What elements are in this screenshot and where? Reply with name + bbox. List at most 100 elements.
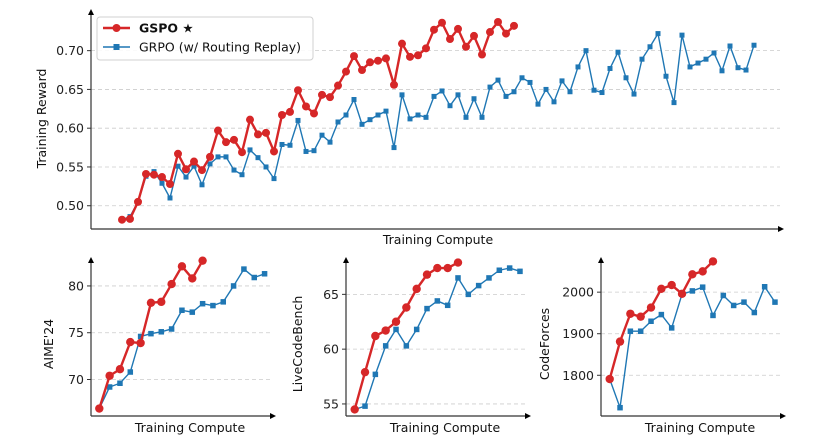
y-tick-labels: 0.50 0.55 0.60 0.65 0.70 [56,43,84,213]
grpo-point [663,73,669,79]
gspo-point [310,109,318,118]
grpo-point [455,92,461,98]
gspo-point [118,215,126,224]
grpo-point [679,32,685,38]
grpo-point [496,267,503,273]
grpo-point [413,326,420,333]
grpo-point [575,64,581,70]
legend-grpo-marker [113,44,120,50]
grpo-point [730,302,737,309]
gspo-point [286,107,294,116]
grpo-point [351,97,357,103]
grpo-point [230,283,237,289]
gspo-point [262,128,270,137]
y-axis-label: AIME'24 [41,319,56,369]
grpo-point [179,307,185,314]
grpo-point [415,112,421,118]
grpo-point [599,90,605,96]
series-lines [605,257,778,411]
grpo-point [423,114,429,120]
gspo-point [302,102,310,111]
gspo-point [390,80,398,89]
y-tick-label: 0.70 [56,43,84,58]
grpo-point [623,75,629,81]
grpo-point [617,404,623,411]
gspo-point [115,365,125,374]
axes [87,257,276,419]
grpo-point [519,75,525,81]
grpo-point [251,274,257,281]
grpo-point [263,164,269,170]
grpo-point [475,282,482,289]
grpo-point [220,299,227,305]
axes [342,257,531,419]
grpo-point [159,180,165,186]
series-lines [95,256,268,413]
gspo-point [677,289,687,299]
gspo-point [382,54,390,63]
grpo-point [517,268,523,275]
grpo-point [695,60,701,66]
gspo-point [198,256,207,265]
gspo-point [412,284,421,294]
gspo-point [708,257,718,266]
grpo-point [127,369,134,375]
grpo-point [639,56,645,62]
gspo-point [454,24,462,33]
gspo-point [254,130,262,139]
y-axis-label: CodeForces [537,308,552,380]
gspo-point [342,67,350,76]
gspo-point [182,165,190,174]
gspo-point [402,303,411,312]
gspo-point [371,331,380,341]
grpo-point [487,84,493,90]
gspo-point [646,303,656,312]
grpo-point [359,121,365,127]
axes [597,257,786,419]
gspo-point [246,115,254,124]
gspo-point [422,44,430,53]
grpo-point [403,343,410,349]
gspo-point [350,52,358,61]
gspo-point [438,18,446,27]
y-tick-label: 0.55 [56,159,84,174]
training-reward-chart: 0.50 0.55 0.60 0.65 0.70 Training Compute Tr… [34,9,784,247]
grpo-point [465,291,472,298]
grpo-point [434,298,441,304]
grpo-point [655,31,661,37]
y-tick-label: 0.50 [56,198,84,213]
grpo-point [455,275,461,281]
grpo-point [247,147,253,153]
gspo-point [391,317,401,326]
gspo-point [443,263,452,273]
gspo-point [222,138,230,147]
grpo-point [303,148,309,154]
grpo-point [727,43,733,49]
grpo-point [215,154,221,160]
grpo-point [761,284,768,290]
grpo-point [362,403,368,409]
grpo-point [137,333,144,340]
x-axis-label: Training Compute [382,232,494,247]
grpo-point [711,50,717,56]
gspo-point [470,31,478,40]
gspo-point [366,58,374,67]
grpo-point [279,141,285,147]
grpo-point [543,86,549,92]
y-axis-label: LiveCodeBench [290,296,305,393]
grpo-point [503,93,509,99]
gspo-point [698,267,707,276]
grpo-point [158,329,165,335]
grpo-point [668,325,675,331]
legend: GSPO ★ GRPO (w/ Routing Replay) [96,16,314,61]
grpo-point [658,311,665,318]
grpo-point [703,56,709,62]
grpo-point [383,108,389,114]
gspo-point [433,263,442,273]
grpo-point [287,142,293,148]
grpo-point [199,300,206,307]
livecodebench-chart: 55 60 65 Training Compute LiveCodeBench [290,257,531,435]
grpo-point [511,89,517,95]
gspo-point [318,90,326,99]
gspo-point [398,39,406,48]
